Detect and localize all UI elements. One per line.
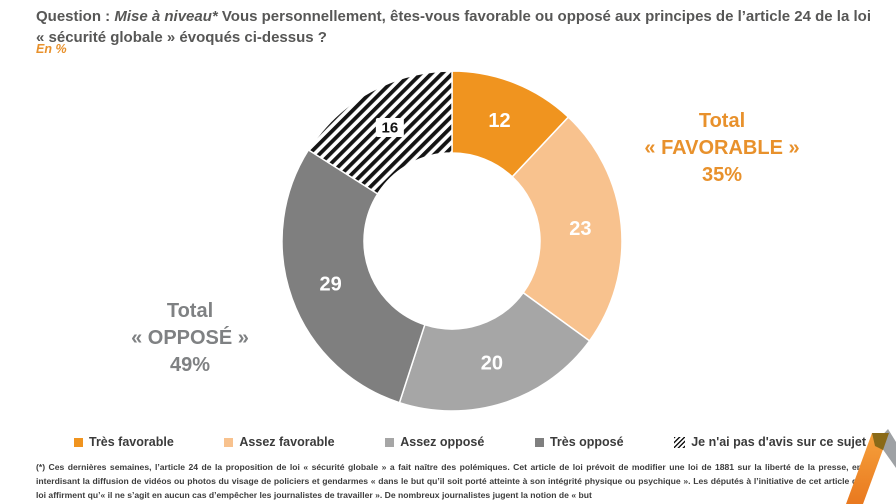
donut-segment-2 bbox=[398, 291, 591, 412]
legend-swatch-icon bbox=[224, 437, 234, 447]
elabe-logo bbox=[846, 429, 896, 504]
total-favorable-value: 35% bbox=[701, 164, 743, 186]
segment-value-label: 20 bbox=[481, 353, 503, 375]
legend-swatch-icon bbox=[674, 436, 686, 448]
question-title: Question : Mise à niveau* Vous personnel… bbox=[36, 6, 874, 48]
legend-item-0: Très favorable bbox=[74, 435, 174, 449]
legend-label: Je n'ai pas d'avis sur ce sujet bbox=[691, 435, 866, 449]
legend-label: Très favorable bbox=[89, 435, 174, 449]
footnote: (*) Ces dernières semaines, l’article 24… bbox=[36, 462, 862, 501]
legend-swatch-icon bbox=[534, 437, 544, 447]
legend-label: Très opposé bbox=[549, 435, 624, 449]
legend-item-3: Très opposé bbox=[534, 435, 624, 449]
question-italic-note: Mise à niveau* bbox=[114, 8, 218, 25]
legend: Très favorable Assez favorable Assez oppos… bbox=[74, 435, 866, 449]
segment-value-label: 29 bbox=[320, 274, 342, 296]
total-favorable-line1: Total bbox=[698, 110, 746, 132]
unit-label: En % bbox=[36, 42, 67, 56]
segment-label-box bbox=[375, 117, 404, 137]
question-text: Vous personnellement, êtes-vous favorabl… bbox=[36, 8, 871, 46]
legend-item-1: Assez favorable bbox=[224, 435, 335, 449]
legend-item-4: Je n'ai pas d'avis sur ce sujet bbox=[674, 435, 866, 449]
total-oppose-line2: « OPPOSÉ » bbox=[131, 327, 249, 349]
total-oppose-value: 49% bbox=[169, 354, 211, 376]
legend-swatch-icon bbox=[385, 437, 395, 447]
legend-swatch-icon bbox=[74, 437, 83, 447]
total-favorable-annotation: Total « FAVORABLE » 35% bbox=[612, 108, 832, 189]
segment-value-label: 23 bbox=[569, 218, 591, 240]
total-favorable-line2: « FAVORABLE » bbox=[644, 137, 800, 159]
legend-label: Assez favorable bbox=[239, 435, 335, 449]
segment-value-label: 12 bbox=[488, 110, 510, 132]
segment-value-label: 16 bbox=[382, 119, 399, 136]
legend-item-2: Assez opposé bbox=[385, 435, 484, 449]
donut-segment-3 bbox=[281, 148, 426, 404]
total-oppose-annotation: Total « OPPOSÉ » 49% bbox=[92, 298, 288, 379]
total-oppose-line1: Total bbox=[166, 300, 214, 322]
logo-orange-bar bbox=[846, 433, 889, 504]
donut-segment-1 bbox=[511, 116, 623, 342]
logo-overlap bbox=[872, 433, 889, 450]
legend-label: Assez opposé bbox=[400, 435, 485, 449]
question-prefix: Question : bbox=[36, 8, 111, 25]
